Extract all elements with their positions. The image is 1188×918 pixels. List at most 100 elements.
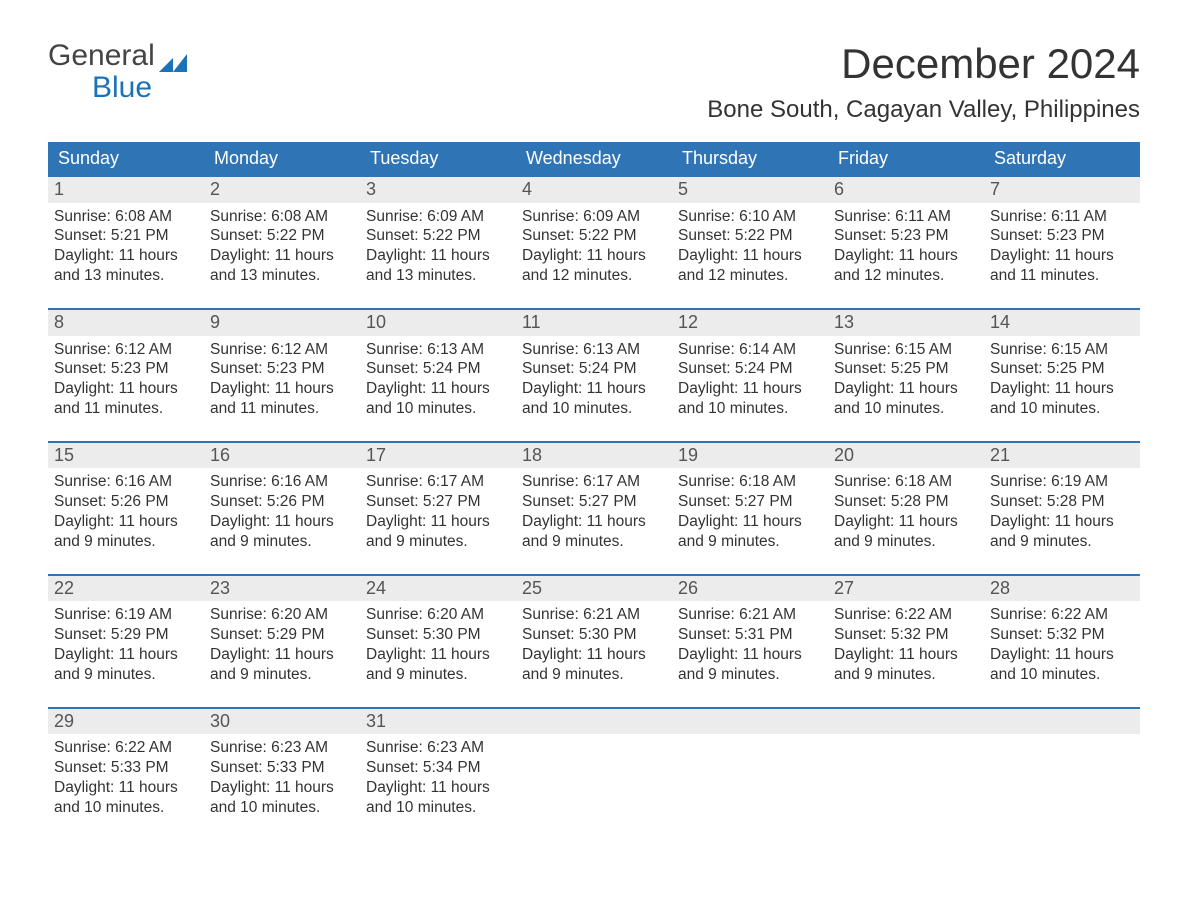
daylight-line: Daylight: 11 hours and 12 minutes. bbox=[834, 246, 978, 286]
calendar-cell: 17Sunrise: 6:17 AMSunset: 5:27 PMDayligh… bbox=[360, 442, 516, 575]
day-number: 29 bbox=[48, 709, 204, 735]
day-details: Sunrise: 6:12 AMSunset: 5:23 PMDaylight:… bbox=[48, 336, 204, 441]
day-number: 21 bbox=[984, 443, 1140, 469]
day-details: Sunrise: 6:15 AMSunset: 5:25 PMDaylight:… bbox=[828, 336, 984, 441]
day-details: Sunrise: 6:20 AMSunset: 5:30 PMDaylight:… bbox=[360, 601, 516, 706]
sunrise-line: Sunrise: 6:18 AM bbox=[834, 472, 978, 492]
sunrise-line: Sunrise: 6:16 AM bbox=[210, 472, 354, 492]
day-details: Sunrise: 6:11 AMSunset: 5:23 PMDaylight:… bbox=[984, 203, 1140, 308]
sunset-line: Sunset: 5:28 PM bbox=[834, 492, 978, 512]
day-details: Sunrise: 6:08 AMSunset: 5:22 PMDaylight:… bbox=[204, 203, 360, 308]
calendar-cell: 5Sunrise: 6:10 AMSunset: 5:22 PMDaylight… bbox=[672, 176, 828, 309]
sunset-line: Sunset: 5:26 PM bbox=[54, 492, 198, 512]
day-number: 17 bbox=[360, 443, 516, 469]
sunset-line: Sunset: 5:30 PM bbox=[366, 625, 510, 645]
calendar-table: Sunday Monday Tuesday Wednesday Thursday… bbox=[48, 142, 1140, 840]
daylight-line: Daylight: 11 hours and 12 minutes. bbox=[522, 246, 666, 286]
day-details: Sunrise: 6:16 AMSunset: 5:26 PMDaylight:… bbox=[48, 468, 204, 573]
sunrise-line: Sunrise: 6:23 AM bbox=[366, 738, 510, 758]
title-block: December 2024 Bone South, Cagayan Valley… bbox=[707, 40, 1140, 134]
sunset-line: Sunset: 5:33 PM bbox=[54, 758, 198, 778]
calendar-cell bbox=[828, 708, 984, 840]
daylight-line: Daylight: 11 hours and 10 minutes. bbox=[678, 379, 822, 419]
sunset-line: Sunset: 5:24 PM bbox=[366, 359, 510, 379]
sunset-line: Sunset: 5:23 PM bbox=[990, 226, 1134, 246]
calendar-cell: 31Sunrise: 6:23 AMSunset: 5:34 PMDayligh… bbox=[360, 708, 516, 840]
calendar-cell: 18Sunrise: 6:17 AMSunset: 5:27 PMDayligh… bbox=[516, 442, 672, 575]
day-details: Sunrise: 6:14 AMSunset: 5:24 PMDaylight:… bbox=[672, 336, 828, 441]
brand-logo: General Blue bbox=[48, 40, 187, 103]
sunset-line: Sunset: 5:24 PM bbox=[522, 359, 666, 379]
day-details: Sunrise: 6:17 AMSunset: 5:27 PMDaylight:… bbox=[360, 468, 516, 573]
daylight-line: Daylight: 11 hours and 10 minutes. bbox=[54, 778, 198, 818]
sunrise-line: Sunrise: 6:18 AM bbox=[678, 472, 822, 492]
daylight-line: Daylight: 11 hours and 10 minutes. bbox=[366, 379, 510, 419]
sunset-line: Sunset: 5:24 PM bbox=[678, 359, 822, 379]
day-details: Sunrise: 6:18 AMSunset: 5:28 PMDaylight:… bbox=[828, 468, 984, 573]
sunrise-line: Sunrise: 6:22 AM bbox=[54, 738, 198, 758]
calendar-cell: 29 Sunrise: 6:22 AMSunset: 5:33 PMDayligh… bbox=[48, 708, 204, 840]
daylight-line: Daylight: 11 hours and 10 minutes. bbox=[522, 379, 666, 419]
sunset-line: Sunset: 5:21 PM bbox=[54, 226, 198, 246]
day-number: 10 bbox=[360, 310, 516, 336]
day-number-empty bbox=[516, 709, 672, 735]
sunset-line: Sunset: 5:25 PM bbox=[834, 359, 978, 379]
sunset-line: Sunset: 5:31 PM bbox=[678, 625, 822, 645]
day-details: Sunrise: 6:13 AMSunset: 5:24 PMDaylight:… bbox=[516, 336, 672, 441]
day-number-empty bbox=[828, 709, 984, 735]
daylight-line: Daylight: 11 hours and 9 minutes. bbox=[678, 645, 822, 685]
daylight-line: Daylight: 11 hours and 9 minutes. bbox=[834, 512, 978, 552]
calendar-week-row: 1Sunrise: 6:08 AMSunset: 5:21 PMDaylight… bbox=[48, 176, 1140, 309]
day-details: Sunrise: 6:09 AMSunset: 5:22 PMDaylight:… bbox=[360, 203, 516, 308]
weekday-header: Wednesday bbox=[516, 142, 672, 176]
calendar-cell: 10Sunrise: 6:13 AMSunset: 5:24 PMDayligh… bbox=[360, 309, 516, 442]
daylight-line: Daylight: 11 hours and 9 minutes. bbox=[366, 645, 510, 685]
sunrise-line: Sunrise: 6:20 AM bbox=[366, 605, 510, 625]
day-details: Sunrise: 6:17 AMSunset: 5:27 PMDaylight:… bbox=[516, 468, 672, 573]
brand-text-general: General bbox=[48, 40, 155, 72]
day-number: 5 bbox=[672, 177, 828, 203]
sunset-line: Sunset: 5:23 PM bbox=[54, 359, 198, 379]
header: General Blue December 2024 Bone South, C… bbox=[48, 40, 1140, 134]
day-number: 18 bbox=[516, 443, 672, 469]
daylight-line: Daylight: 11 hours and 11 minutes. bbox=[54, 379, 198, 419]
sunrise-line: Sunrise: 6:19 AM bbox=[990, 472, 1134, 492]
calendar-cell: 1Sunrise: 6:08 AMSunset: 5:21 PMDaylight… bbox=[48, 176, 204, 309]
calendar-week-row: 29Sunrise: 6:22 AMSunset: 5:33 PMDayligh… bbox=[48, 708, 1140, 840]
day-number-empty bbox=[984, 709, 1140, 735]
day-details: Sunrise: 6:15 AMSunset: 5:25 PMDaylight:… bbox=[984, 336, 1140, 441]
sunrise-line: Sunrise: 6:19 AM bbox=[54, 605, 198, 625]
sunrise-line: Sunrise: 6:21 AM bbox=[522, 605, 666, 625]
calendar-cell: 20Sunrise: 6:18 AMSunset: 5:28 PMDayligh… bbox=[828, 442, 984, 575]
sunset-line: Sunset: 5:30 PM bbox=[522, 625, 666, 645]
sunset-line: Sunset: 5:26 PM bbox=[210, 492, 354, 512]
sunset-line: Sunset: 5:29 PM bbox=[210, 625, 354, 645]
day-details: Sunrise: 6:08 AMSunset: 5:21 PMDaylight:… bbox=[48, 203, 204, 308]
sunset-line: Sunset: 5:22 PM bbox=[210, 226, 354, 246]
calendar-cell bbox=[516, 708, 672, 840]
day-number: 27 bbox=[828, 576, 984, 602]
weekday-header-row: Sunday Monday Tuesday Wednesday Thursday… bbox=[48, 142, 1140, 176]
calendar-cell: 24Sunrise: 6:20 AMSunset: 5:30 PMDayligh… bbox=[360, 575, 516, 708]
sunset-line: Sunset: 5:33 PM bbox=[210, 758, 354, 778]
weekday-header: Friday bbox=[828, 142, 984, 176]
daylight-line: Daylight: 11 hours and 9 minutes. bbox=[522, 645, 666, 685]
day-details: Sunrise: 6:21 AMSunset: 5:31 PMDaylight:… bbox=[672, 601, 828, 706]
day-number: 16 bbox=[204, 443, 360, 469]
calendar-week-row: 22Sunrise: 6:19 AMSunset: 5:29 PMDayligh… bbox=[48, 575, 1140, 708]
calendar-cell: 15Sunrise: 6:16 AMSunset: 5:26 PMDayligh… bbox=[48, 442, 204, 575]
daylight-line: Daylight: 11 hours and 10 minutes. bbox=[990, 379, 1134, 419]
daylight-line: Daylight: 11 hours and 9 minutes. bbox=[834, 645, 978, 685]
day-number: 20 bbox=[828, 443, 984, 469]
day-number: 13 bbox=[828, 310, 984, 336]
daylight-line: Daylight: 11 hours and 9 minutes. bbox=[210, 512, 354, 552]
sunrise-line: Sunrise: 6:11 AM bbox=[990, 207, 1134, 227]
sunset-line: Sunset: 5:27 PM bbox=[366, 492, 510, 512]
sunrise-line: Sunrise: 6:12 AM bbox=[54, 340, 198, 360]
calendar-cell: 16 Sunrise: 6:16 AMSunset: 5:26 PMDayligh… bbox=[204, 442, 360, 575]
daylight-line: Daylight: 11 hours and 12 minutes. bbox=[678, 246, 822, 286]
sunrise-line: Sunrise: 6:23 AM bbox=[210, 738, 354, 758]
sunset-line: Sunset: 5:27 PM bbox=[522, 492, 666, 512]
calendar-cell: 2Sunrise: 6:08 AMSunset: 5:22 PMDaylight… bbox=[204, 176, 360, 309]
sunrise-line: Sunrise: 6:08 AM bbox=[210, 207, 354, 227]
